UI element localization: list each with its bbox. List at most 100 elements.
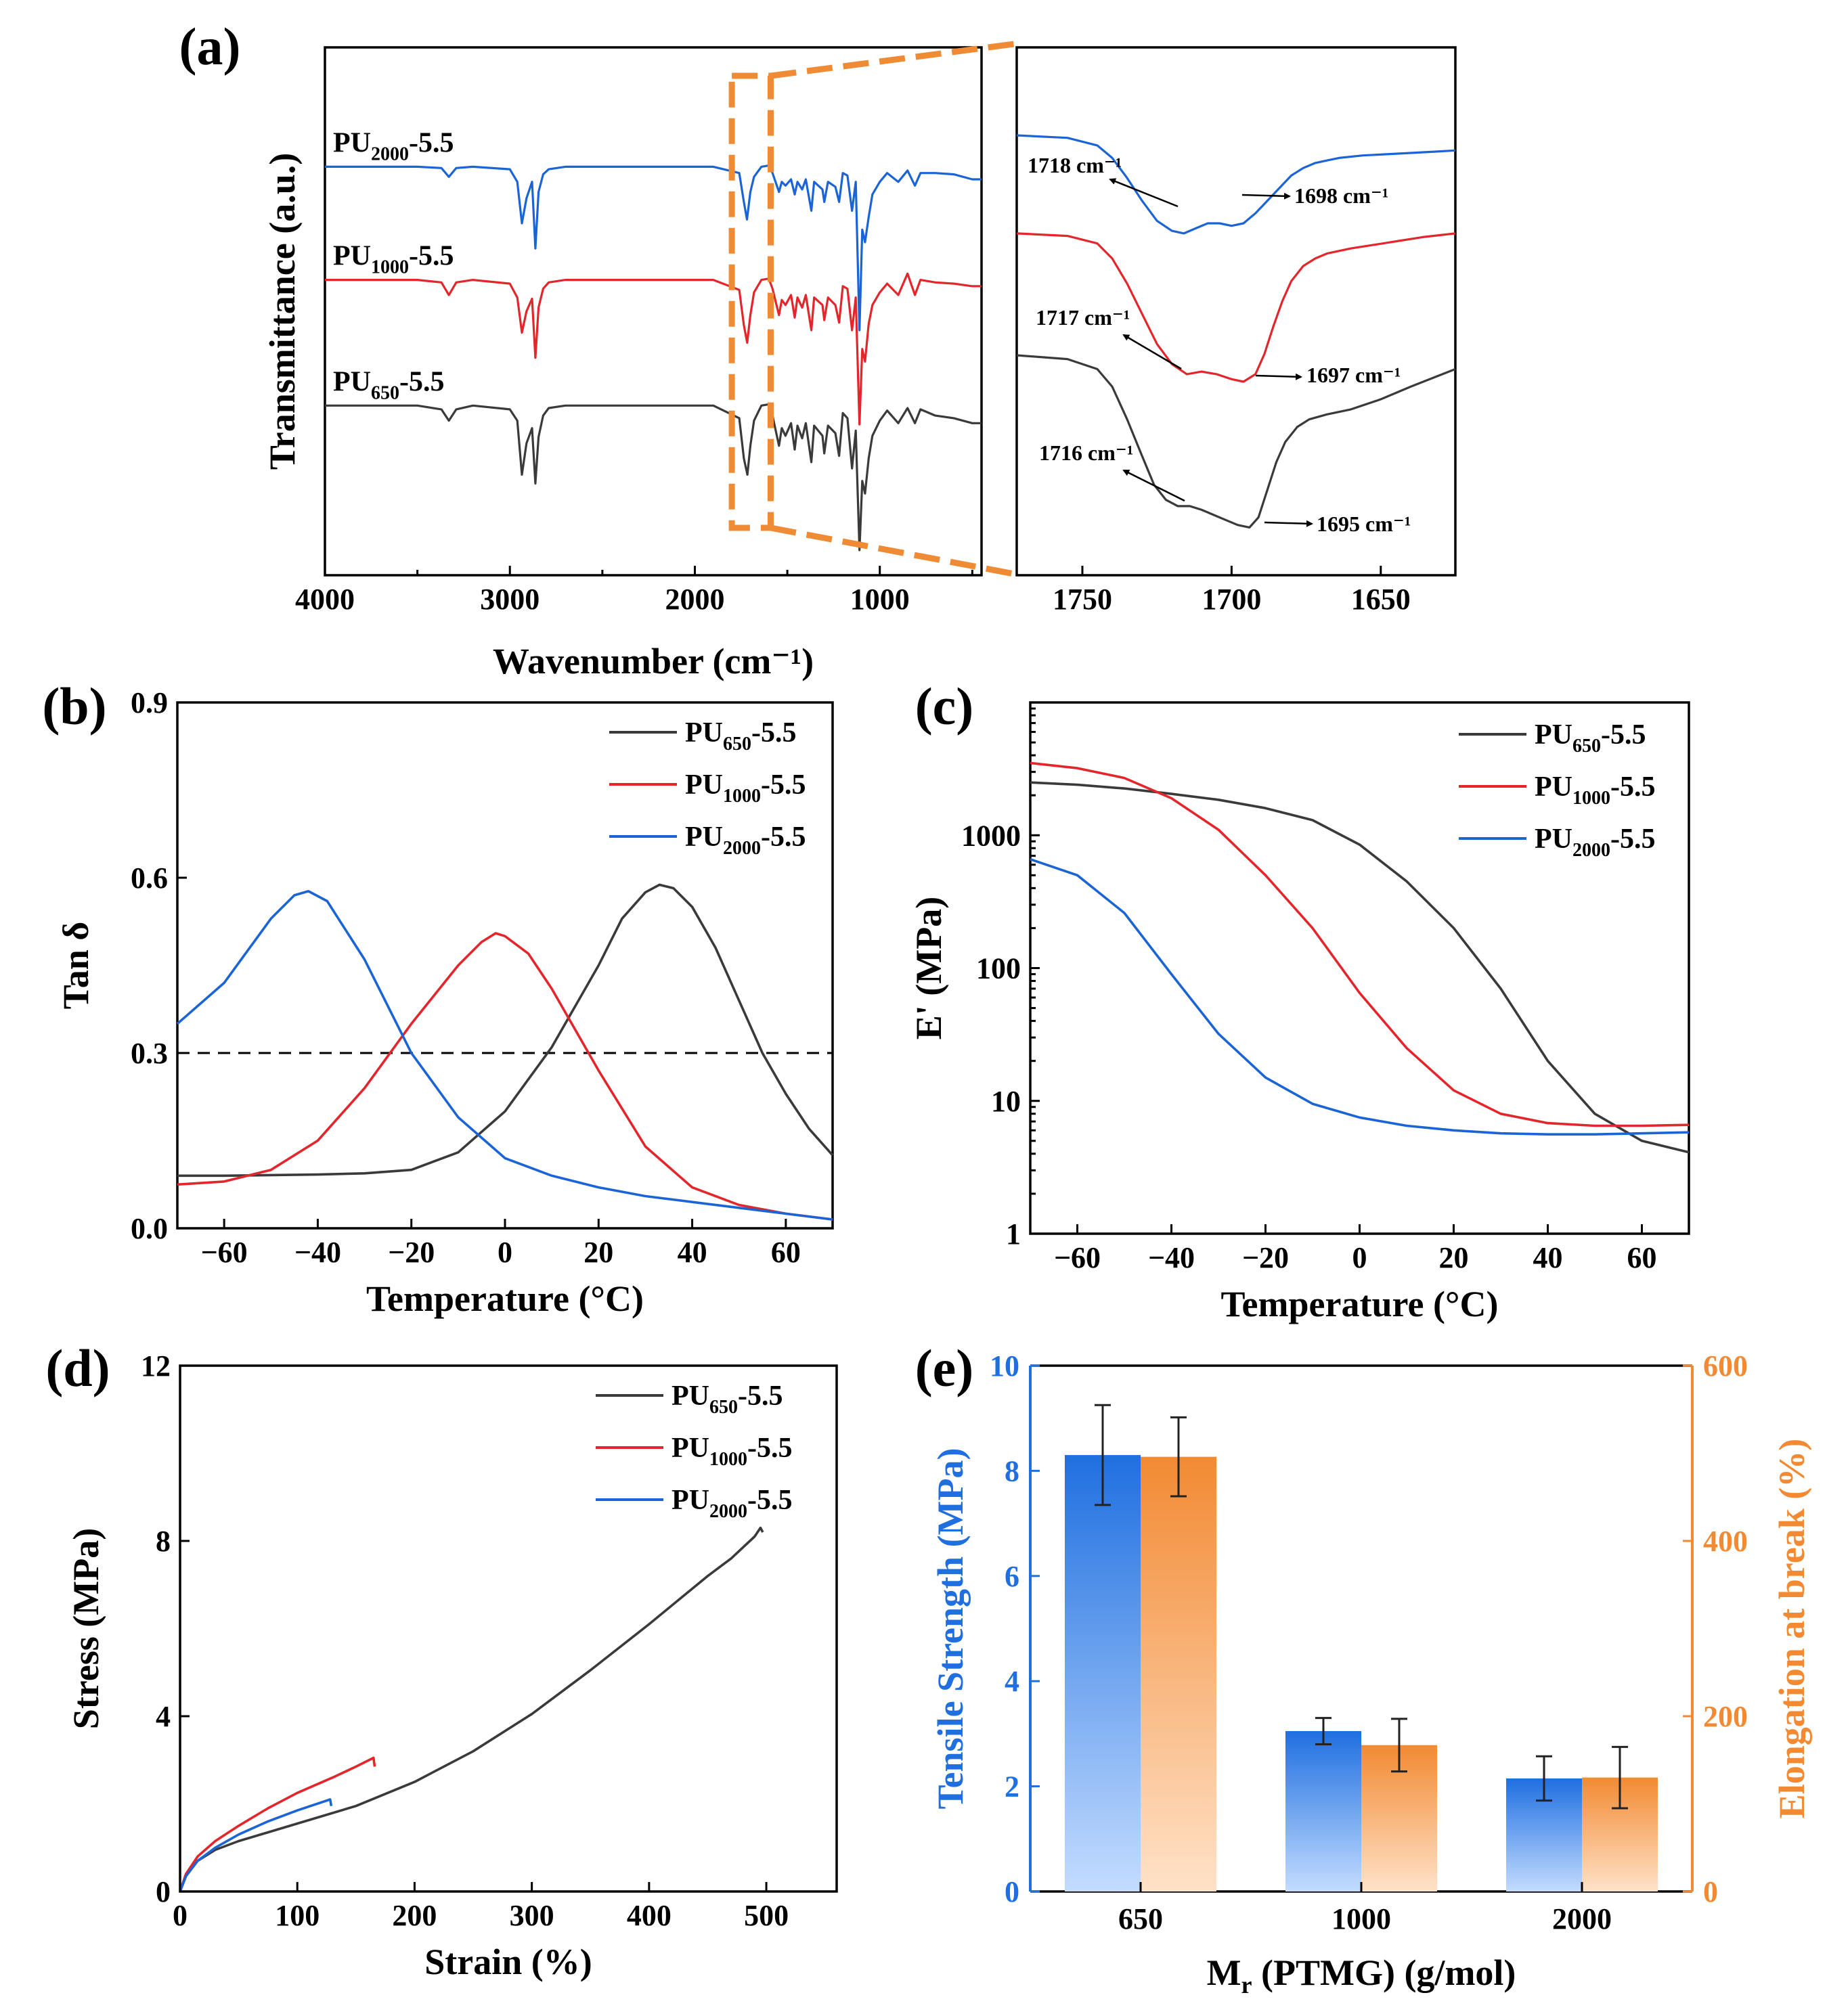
annotation-arrow	[1255, 373, 1302, 380]
elongation-bar	[1141, 1456, 1216, 1891]
left-y-tick-label: 10	[990, 1349, 1019, 1383]
x-tick-label: −60	[201, 1236, 248, 1269]
annotation-arrow	[1241, 192, 1291, 200]
x-tick-label: 650	[1118, 1902, 1163, 1935]
series-label-650: PU650-5.5	[333, 366, 445, 403]
y-tick-label: 4	[156, 1700, 171, 1733]
legend-label-650: PU650-5.5	[1535, 719, 1646, 757]
x-tick-label: −40	[294, 1236, 341, 1269]
x-tick-label: 60	[1627, 1241, 1657, 1274]
right-y-tick-label: 200	[1703, 1700, 1748, 1733]
x-tick-label: 20	[584, 1236, 613, 1269]
x-tick-label: 3000	[480, 583, 540, 616]
right-y-tick-label: 400	[1703, 1525, 1748, 1558]
annotation-arrow	[1122, 334, 1182, 370]
series-line-1000	[179, 1756, 376, 1892]
series-line-650	[177, 883, 834, 1178]
y-tick-label: 12	[141, 1349, 171, 1383]
y-tick-label: 0	[156, 1875, 171, 1908]
panel-c-storage-modulus-chart: −60 −40 −20 0 20 40 60 1 10 100 1000 PU650-5.5 PU100…	[908, 677, 1690, 1324]
x-tick-label: 300	[510, 1899, 554, 1932]
x-axis-label: Temperature (°C)	[1220, 1284, 1498, 1324]
zoom-x-tick-label: 1750	[1053, 583, 1112, 616]
plot-frame	[179, 1364, 838, 1893]
right-y-tick-label: 600	[1703, 1349, 1748, 1383]
series-label-1000: PU1000-5.5	[333, 241, 454, 278]
legend-label-650: PU650-5.5	[685, 717, 797, 755]
zoom-connector-bottom	[770, 524, 1015, 577]
peak-annotation-label: 1717 cm⁻¹	[1036, 305, 1130, 330]
zoom-x-tick-label: 1650	[1351, 583, 1411, 616]
legend-label-1000: PU1000-5.5	[1535, 771, 1656, 809]
x-tick-label: 500	[744, 1899, 789, 1932]
x-tick-label: 1000	[1331, 1902, 1391, 1935]
x-tick-label: 0	[498, 1236, 512, 1269]
x-tick-label: −60	[1054, 1241, 1101, 1274]
panel-label-a: (a)	[179, 17, 241, 76]
left-y-axis-label: Tensile Strength (MPa)	[930, 1448, 971, 1810]
plot-frame	[176, 701, 834, 1230]
y-axis-label: Transmittance (a.u.)	[262, 153, 303, 470]
series-line-650	[325, 403, 982, 552]
y-axis-label: Tan δ	[56, 922, 96, 1010]
series-line-1000	[177, 932, 833, 1221]
annotation-arrow	[1122, 469, 1185, 502]
panel-b-tan-delta-chart: −60 −40 −20 0 20 40 60 0.0 0.3 0.6 0.9 PU650-5.5 PU1…	[42, 677, 834, 1319]
peak-annotation-label: 1698 cm⁻¹	[1294, 183, 1388, 208]
panel-a-zoom-chart: 1750 1700 1650 1718 cm⁻¹ 1698 cm⁻¹ 1717 cm⁻¹ 1…	[1015, 46, 1457, 616]
y-tick-label: 0.0	[131, 1212, 168, 1245]
x-tick-label: −20	[1242, 1241, 1289, 1274]
legend-label-1000: PU1000-5.5	[672, 1433, 793, 1470]
y-tick-label: 0.6	[131, 861, 168, 895]
peak-annotation-label: 1697 cm⁻¹	[1306, 363, 1401, 387]
y-tick-label: 100	[976, 952, 1021, 985]
series-line-2000	[179, 1798, 333, 1892]
x-axis-label: Mr (PTMG) (g/mol)	[1207, 1952, 1516, 1998]
x-tick-label: 200	[392, 1899, 437, 1932]
plot-frame	[1029, 701, 1690, 1235]
series-line-1000	[1030, 761, 1690, 1127]
legend-label-650: PU650-5.5	[672, 1381, 783, 1418]
left-y-tick-label: 6	[1005, 1560, 1019, 1593]
series-line-1000	[325, 272, 982, 426]
x-tick-label: 0	[1352, 1241, 1367, 1274]
tensile-strength-bar	[1285, 1731, 1361, 1891]
x-axis-label: Temperature (°C)	[366, 1278, 644, 1319]
x-tick-label: 2000	[665, 583, 724, 616]
zoom-x-tick-label: 1700	[1202, 583, 1261, 616]
y-axis-label: Stress (MPa)	[66, 1528, 106, 1729]
legend-label-2000: PU2000-5.5	[685, 822, 806, 859]
y-tick-label: 8	[156, 1525, 171, 1558]
series-label-2000: PU2000-5.5	[333, 127, 454, 164]
x-tick-label: 400	[627, 1899, 672, 1932]
zoom-region-box	[728, 72, 774, 531]
plot-frame	[324, 46, 983, 577]
legend-label-1000: PU1000-5.5	[685, 769, 806, 807]
left-y-tick-label: 2	[1005, 1770, 1019, 1804]
zoom-series-line	[1016, 354, 1456, 529]
x-tick-label: 4000	[295, 583, 355, 616]
panel-label-e: (e)	[915, 1339, 974, 1397]
series-line-2000	[176, 890, 833, 1221]
x-tick-label: 1000	[850, 583, 910, 616]
right-y-tick-label: 0	[1703, 1875, 1718, 1908]
panel-label-c: (c)	[915, 677, 974, 736]
peak-annotation-label: 1716 cm⁻¹	[1039, 441, 1133, 465]
series-line-650	[179, 1526, 764, 1892]
x-tick-label: 60	[771, 1236, 801, 1269]
legend-label-2000: PU2000-5.5	[1535, 824, 1656, 861]
y-tick-label: 10	[991, 1085, 1021, 1118]
x-axis-label: Strain (%)	[424, 1942, 592, 1982]
y-tick-label: 1000	[961, 819, 1021, 852]
x-tick-label: 2000	[1552, 1902, 1612, 1935]
y-tick-label: 0.9	[131, 686, 168, 719]
series-line-2000	[325, 164, 982, 332]
x-tick-label: 0	[173, 1899, 188, 1932]
y-axis-label: E' (MPa)	[908, 897, 949, 1039]
x-tick-label: −20	[388, 1236, 435, 1269]
tensile-strength-bar	[1065, 1455, 1141, 1891]
zoom-connector-top	[770, 41, 1015, 79]
zoom-series-line	[1016, 134, 1456, 235]
zoom-series-line	[1016, 232, 1456, 383]
annotation-arrow	[1109, 178, 1179, 208]
